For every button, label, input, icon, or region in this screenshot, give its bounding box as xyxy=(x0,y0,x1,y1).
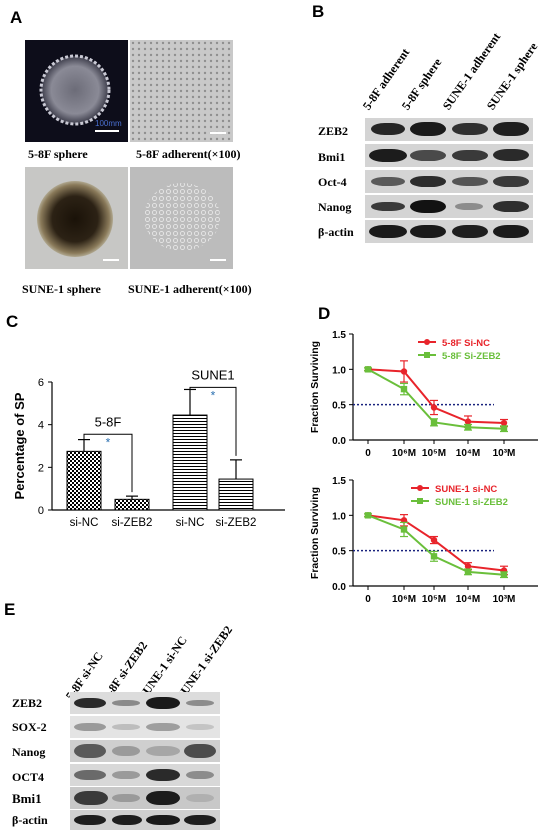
caption-5-8f-adherent: 5-8F adherent(×100) xyxy=(136,147,241,162)
legend-marker xyxy=(417,485,423,491)
x-tick-label: 10⁵M xyxy=(422,448,446,459)
x-tick-label: 10³M xyxy=(493,594,516,605)
blot-b-row-actin: β-actin xyxy=(318,225,354,240)
legend-label: SUNE-1 si-ZEB2 xyxy=(435,497,508,508)
blot-b-strip-zeb2 xyxy=(365,118,533,141)
micrograph-sune1-sphere xyxy=(25,167,128,269)
x-tick-label: 10³M xyxy=(493,448,516,459)
caption-sune1-adherent: SUNE-1 adherent(×100) xyxy=(128,282,252,297)
x-tick-label: si-ZEB2 xyxy=(112,517,153,529)
bar xyxy=(219,479,253,510)
panel-e-letter: E xyxy=(4,600,15,620)
series-line xyxy=(368,515,504,574)
y-tick-label: 0 xyxy=(38,505,44,517)
x-tick-label: si-ZEB2 xyxy=(216,517,257,529)
blot-e-strip-oct4 xyxy=(70,764,220,786)
y-tick-label: 1.0 xyxy=(332,511,346,522)
y-tick-label: 4 xyxy=(38,420,44,432)
data-point xyxy=(365,366,371,372)
y-tick-label: 0.5 xyxy=(332,547,346,558)
bar xyxy=(173,415,207,510)
group-label: 5-8F xyxy=(95,414,122,429)
y-tick-label: 0.0 xyxy=(332,582,346,593)
y-axis-label: Percentage of SP xyxy=(12,392,27,499)
y-tick-label: 1.0 xyxy=(332,365,346,376)
blot-e-row-zeb2: ZEB2 xyxy=(12,696,42,711)
blot-b-row-oct4: Oct-4 xyxy=(318,175,347,190)
blot-b-row-bmi1: Bmi1 xyxy=(318,150,345,165)
blot-b-strip-actin xyxy=(365,220,533,243)
legend-marker xyxy=(424,339,430,345)
micrograph-sune1-adherent xyxy=(130,167,233,269)
blot-e-row-nanog: Nanog xyxy=(12,745,45,760)
legend-marker xyxy=(417,498,423,504)
blot-b-strip-nanog xyxy=(365,195,533,218)
micrograph-5-8f-adherent xyxy=(130,40,233,142)
group-label: SUNE1 xyxy=(191,367,234,382)
chart-c: 0 2 4 6 Percentage of SP si-NC si-ZEB2 si-NC si-… xyxy=(0,322,290,544)
y-tick-label: 0.5 xyxy=(332,401,346,412)
blot-e-row-sox2: SOX-2 xyxy=(12,720,47,735)
y-tick-label: 1.5 xyxy=(332,476,346,487)
caption-sune1-sphere: SUNE-1 sphere xyxy=(22,282,101,297)
data-point xyxy=(401,526,407,532)
x-tick-label: si-NC xyxy=(70,517,99,529)
blot-e-row-actin: β-actin xyxy=(12,813,48,828)
x-tick-label: 10⁴M xyxy=(456,594,480,605)
panel-d-letter: D xyxy=(318,304,330,324)
x-tick-label: 10⁵M xyxy=(422,594,446,605)
bar xyxy=(67,451,101,510)
blot-e-row-bmi1: Bmi1 xyxy=(12,791,42,807)
data-point xyxy=(401,368,407,374)
y-tick-label: 1.5 xyxy=(332,330,346,341)
y-axis-label: Fraction Surviving xyxy=(309,341,321,433)
chart-d-top: 0.0 0.5 1.0 1.5 0 10⁶M 10⁵M 10⁴M 10³M Fraction Su… xyxy=(298,322,550,462)
y-tick-label: 0.0 xyxy=(332,436,346,447)
legend-marker xyxy=(424,352,430,358)
x-tick-label: 10⁶M xyxy=(392,448,416,459)
blot-b-strip-oct4 xyxy=(365,170,533,193)
data-point xyxy=(501,571,507,577)
data-point xyxy=(501,425,507,431)
legend-label: 5-8F Si-NC xyxy=(442,338,490,349)
blot-b-strip-bmi1 xyxy=(365,144,533,167)
x-tick-label: si-NC xyxy=(176,517,205,529)
panel-b-letter: B xyxy=(312,2,324,22)
significance-star: * xyxy=(106,435,111,449)
blot-e-strip-zeb2 xyxy=(70,692,220,714)
blot-e-strip-nanog xyxy=(70,740,220,762)
x-tick-label: 0 xyxy=(365,448,371,459)
x-tick-label: 0 xyxy=(365,594,371,605)
significance-star: * xyxy=(211,388,216,402)
data-point xyxy=(431,419,437,425)
blot-e-strip-actin xyxy=(70,810,220,830)
data-point xyxy=(401,386,407,392)
blot-e-row-oct4: OCT4 xyxy=(12,770,44,785)
scale-bar-label: 100mm xyxy=(95,119,122,128)
chart-d-bottom: 0.0 0.5 1.0 1.5 0 10⁶M 10⁵M 10⁴M 10³M Fraction Su… xyxy=(298,468,550,610)
data-point xyxy=(465,424,471,430)
blot-b-row-zeb2: ZEB2 xyxy=(318,124,348,139)
blot-b-row-nanog: Nanog xyxy=(318,200,351,215)
data-point xyxy=(431,404,437,410)
data-point xyxy=(465,569,471,575)
x-tick-label: 10⁶M xyxy=(392,594,416,605)
data-point xyxy=(431,537,437,543)
x-tick-label: 10⁴M xyxy=(456,448,480,459)
data-point xyxy=(365,512,371,518)
blot-e-strip-bmi1 xyxy=(70,787,220,809)
panel-a-letter: A xyxy=(10,8,22,28)
legend-label: 5-8F Si-ZEB2 xyxy=(442,351,501,362)
blot-e-strip-sox2 xyxy=(70,716,220,738)
data-point xyxy=(431,553,437,559)
bar xyxy=(115,499,149,510)
legend-label: SUNE-1 si-NC xyxy=(435,484,497,495)
y-tick-label: 2 xyxy=(38,462,44,474)
micrograph-5-8f-sphere: 100mm xyxy=(25,40,128,142)
caption-5-8f-sphere: 5-8F sphere xyxy=(28,147,88,162)
y-axis-label: Fraction Surviving xyxy=(309,487,321,579)
y-tick-label: 6 xyxy=(38,377,44,389)
